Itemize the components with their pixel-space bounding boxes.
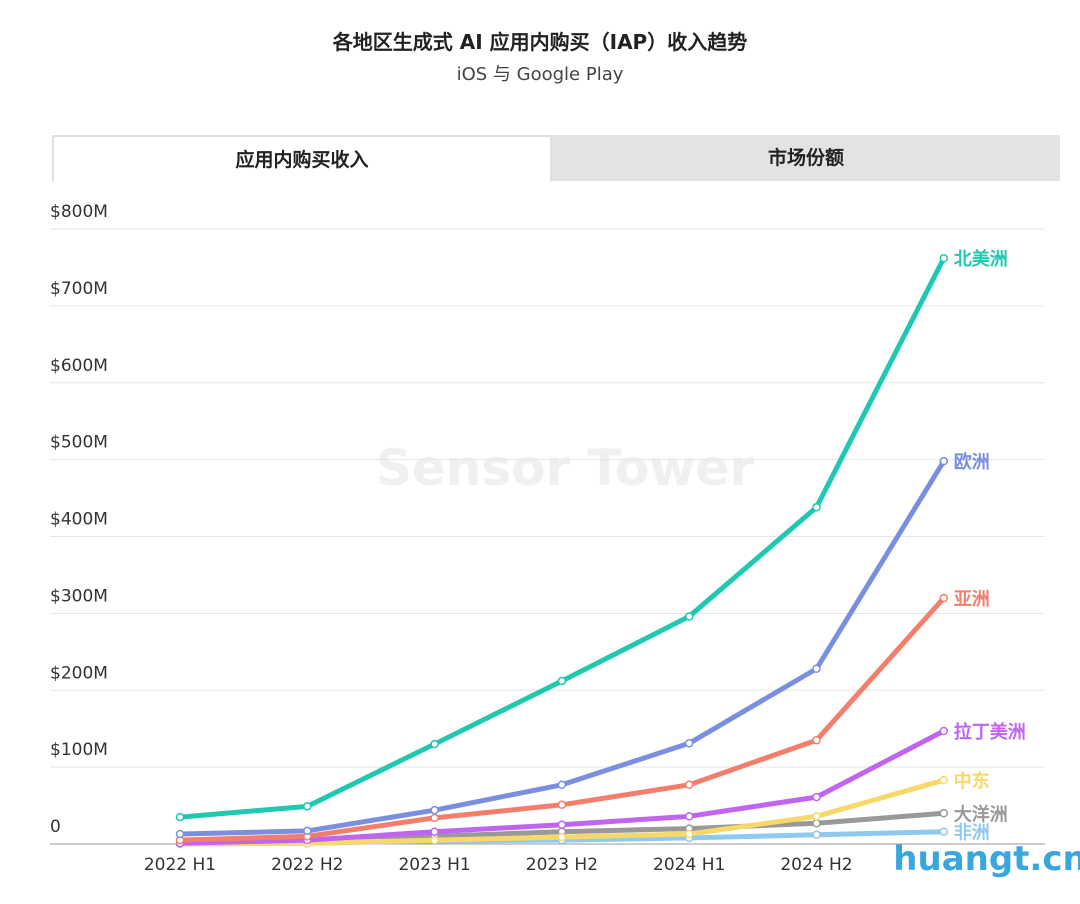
data-point bbox=[303, 802, 312, 811]
data-point bbox=[175, 829, 185, 839]
y-tick-label: $300M bbox=[50, 586, 108, 606]
y-tick-label: $500M bbox=[50, 433, 108, 453]
y-tick-label: $200M bbox=[50, 663, 108, 683]
series-label: 大洋洲 bbox=[954, 803, 1008, 825]
y-tick-label: $400M bbox=[50, 510, 108, 530]
data-point bbox=[430, 805, 439, 815]
data-point bbox=[303, 826, 312, 836]
data-point bbox=[557, 780, 567, 790]
series-label: 非洲 bbox=[954, 822, 990, 844]
x-tick-label: 2022 H2 bbox=[271, 855, 343, 875]
x-tick-label: 2024 H1 bbox=[653, 855, 725, 875]
data-point bbox=[430, 813, 439, 823]
data-point bbox=[812, 664, 821, 673]
data-point bbox=[557, 820, 567, 830]
y-tick-label: $700M bbox=[50, 279, 108, 299]
watermark: huangt.cn bbox=[893, 839, 1080, 879]
data-point bbox=[430, 835, 439, 845]
series-label: 亚洲 bbox=[954, 589, 990, 610]
data-point bbox=[557, 800, 567, 810]
data-point bbox=[175, 812, 185, 822]
data-point bbox=[939, 456, 949, 466]
series-label: 中东 bbox=[954, 770, 990, 792]
data-point bbox=[812, 818, 821, 828]
x-tick-label: 2023 H2 bbox=[526, 855, 598, 875]
y-tick-label: 0 bbox=[50, 817, 61, 837]
data-point bbox=[812, 503, 821, 512]
data-point bbox=[939, 827, 949, 836]
y-tick-label: $100M bbox=[50, 740, 108, 760]
data-point bbox=[939, 253, 949, 263]
data-point bbox=[812, 735, 821, 745]
data-point bbox=[939, 726, 949, 736]
x-tick-label: 2024 H2 bbox=[780, 855, 852, 875]
data-point bbox=[557, 832, 567, 842]
data-point bbox=[812, 830, 821, 840]
x-tick-label: 2022 H1 bbox=[144, 855, 216, 875]
data-point bbox=[430, 739, 439, 749]
series-line bbox=[179, 459, 946, 837]
series-label: 拉丁美洲 bbox=[954, 721, 1026, 743]
watermark: Sensor Tower bbox=[376, 439, 755, 497]
x-tick-label: 2023 H1 bbox=[398, 855, 470, 875]
data-point bbox=[812, 812, 821, 821]
data-point bbox=[684, 829, 694, 839]
data-point bbox=[939, 809, 949, 818]
tab[interactable]: 应用内购买收入 bbox=[52, 135, 552, 181]
series-line bbox=[179, 257, 947, 820]
data-point bbox=[557, 676, 567, 686]
data-point bbox=[684, 739, 694, 748]
data-point bbox=[939, 593, 949, 603]
data-point bbox=[939, 775, 949, 785]
y-tick-label: $800M bbox=[50, 202, 108, 222]
data-point bbox=[812, 792, 821, 802]
chart-title: 各地区生成式 AI 应用内购买（IAP）收入趋势 bbox=[332, 30, 748, 54]
tab[interactable]: 市场份额 bbox=[552, 135, 1060, 181]
data-point bbox=[684, 612, 694, 621]
y-tick-label: $600M bbox=[50, 356, 108, 376]
data-point bbox=[684, 812, 694, 821]
chart-subtitle: iOS 与 Google Play bbox=[456, 64, 624, 85]
data-point bbox=[684, 780, 694, 790]
series-label: 欧洲 bbox=[954, 451, 990, 473]
series-label: 北美洲 bbox=[954, 248, 1008, 270]
data-point bbox=[430, 827, 439, 836]
